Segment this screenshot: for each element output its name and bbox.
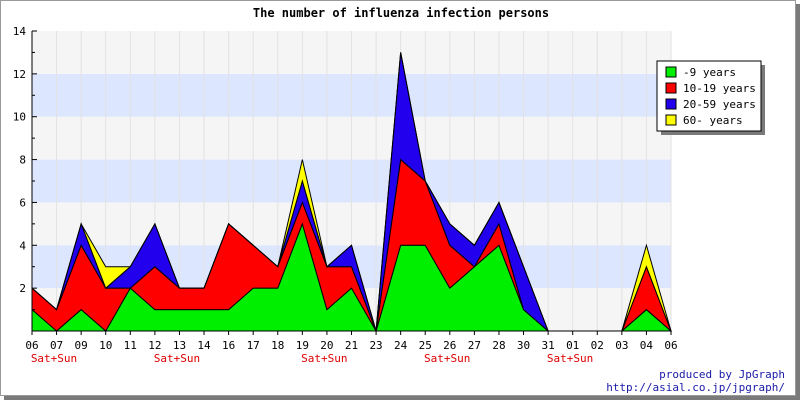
- y-tick-label: 12: [13, 68, 26, 81]
- legend-swatch: [665, 114, 677, 126]
- x-tick-label: 23: [369, 339, 382, 352]
- x-tick-label: 18: [271, 339, 284, 352]
- x-tick-label: 03: [615, 339, 628, 352]
- x-tick-label: 28: [492, 339, 505, 352]
- x-tick-label: 11: [124, 339, 137, 352]
- legend: -9 years 10-19 years 20-59 years 60- years: [656, 60, 765, 135]
- x-tick-label: 31: [541, 339, 554, 352]
- y-tick-label: 4: [19, 239, 26, 252]
- x-tick-label: 04: [640, 339, 654, 352]
- x-tick-label: 24: [394, 339, 408, 352]
- legend-label: -9 years: [683, 66, 736, 79]
- legend-label: 60- years: [683, 114, 743, 127]
- x-tick-label: 07: [50, 339, 63, 352]
- credit-producer: produced by JpGraph: [659, 368, 785, 381]
- y-tick-label: 14: [13, 25, 27, 38]
- x-tick-label: 16: [222, 339, 235, 352]
- legend-label: 10-19 years: [683, 82, 756, 95]
- weekend-marker-label: Sat+Sun: [547, 352, 593, 365]
- y-tick-label: 8: [19, 154, 26, 167]
- chart-title: The number of influenza infection person…: [253, 6, 549, 20]
- legend-swatch: [665, 82, 677, 94]
- x-tick-label: 26: [443, 339, 456, 352]
- y-tick-label: 2: [19, 282, 26, 295]
- x-tick-label: 01: [566, 339, 579, 352]
- x-tick-label: 21: [345, 339, 358, 352]
- weekend-marker-label: Sat+Sun: [424, 352, 470, 365]
- x-tick-label: 19: [296, 339, 309, 352]
- x-tick-label: 09: [75, 339, 88, 352]
- x-tick-label: 17: [247, 339, 260, 352]
- weekend-marker-label: Sat+Sun: [154, 352, 200, 365]
- weekend-marker-label: Sat+Sun: [301, 352, 347, 365]
- x-tick-label: 20: [320, 339, 333, 352]
- x-tick-label: 30: [517, 339, 530, 352]
- x-tick-label: 06: [664, 339, 677, 352]
- x-tick-label: 02: [591, 339, 604, 352]
- x-tick-label: 13: [173, 339, 186, 352]
- x-tick-label: 14: [197, 339, 211, 352]
- y-tick-label: 6: [19, 196, 26, 209]
- x-tick-label: 12: [148, 339, 161, 352]
- x-tick-label: 06: [25, 339, 38, 352]
- legend-label: 20-59 years: [683, 98, 756, 111]
- x-tick-label: 27: [468, 339, 481, 352]
- legend-swatch: [665, 98, 677, 110]
- legend-swatch: [665, 66, 677, 78]
- weekend-marker-label: Sat+Sun: [31, 352, 77, 365]
- x-tick-label: 10: [99, 339, 112, 352]
- x-tick-label: 25: [419, 339, 432, 352]
- y-tick-label: 10: [13, 111, 26, 124]
- credit-url[interactable]: http://asial.co.jp/jpgraph/: [606, 381, 785, 394]
